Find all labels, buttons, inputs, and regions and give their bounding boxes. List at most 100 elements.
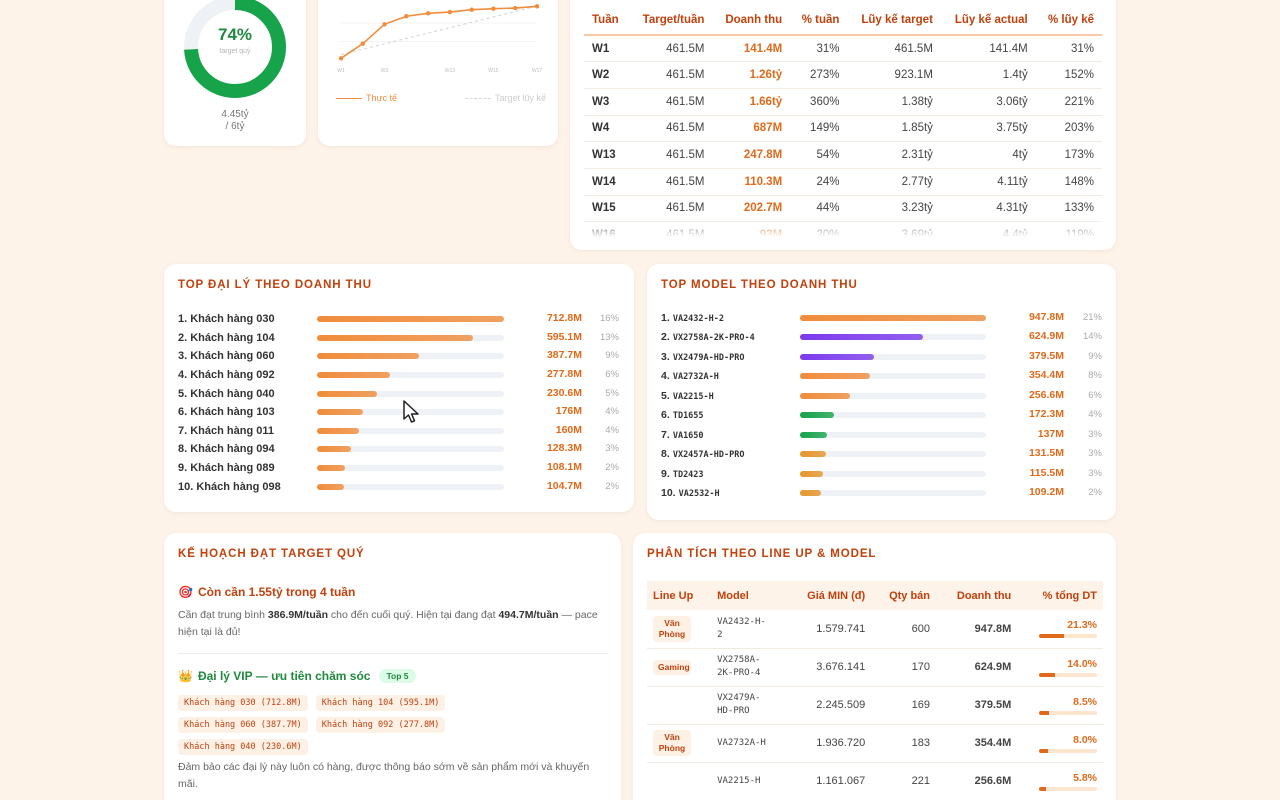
model-rank-row[interactable]: 5. VA2215-H 256.6M 6% — [661, 386, 1102, 406]
customer-rank-row[interactable]: 7. Khách hàng 011 160M 4% — [178, 422, 620, 441]
share-text: 14.0% — [1067, 657, 1097, 670]
model-rank-row[interactable]: 1. VA2432-H-2 947.8M 21% — [661, 308, 1102, 328]
customer-rank-row[interactable]: 4. Khách hàng 092 277.8M 6% — [178, 366, 620, 385]
donut-subtitle: target quý — [219, 48, 251, 55]
lineup-row[interactable]: Văn Phòng VA2732A-H 1.936.720 183 354.4M 8.0% — [647, 724, 1103, 763]
revenue-cell: 354.4M — [936, 724, 1018, 763]
model-rank-row[interactable]: 9. TD2423 115.5M 3% — [661, 464, 1102, 484]
lineup-col-header[interactable]: Giá MIN (đ) — [785, 581, 872, 610]
lineup-row[interactable]: Gaming VX2758A- 2K-PRO-4 3.676.141 170 624.9M… — [647, 648, 1103, 687]
actual-point[interactable] — [469, 7, 474, 12]
week-cell: 31% — [1035, 35, 1102, 63]
week-col-header[interactable]: % lũy kế — [1035, 6, 1102, 36]
rank-value: 115.5M — [1029, 466, 1064, 479]
customer-rank-row[interactable]: 6. Khách hàng 103 176M 4% — [178, 403, 620, 422]
customer-rank-row[interactable]: 10. Khách hàng 098 104.7M 2% — [178, 477, 620, 496]
share-text: 21.3% — [1067, 619, 1097, 632]
week-row[interactable]: W3 461.5M 1.66tỷ 360% 1.38tỷ 3.06tỷ 221% — [584, 88, 1102, 116]
rank-value: 176M — [555, 405, 582, 418]
model-rank-row[interactable]: 6. TD1655 172.3M 4% — [661, 406, 1102, 426]
bar-track — [317, 316, 504, 323]
model-line-1: VX2479A- — [717, 693, 761, 703]
week-row[interactable]: W2 461.5M 1.26tỷ 273% 923.1M 1.4tỷ 152% — [584, 61, 1102, 89]
week-col-header[interactable]: Lũy kế target — [847, 6, 941, 36]
week-cell: 1.66tỷ — [712, 88, 791, 116]
actual-point[interactable] — [534, 4, 540, 9]
revenue-cell: 624.9M — [936, 648, 1018, 687]
week-row[interactable]: W13 461.5M 247.8M 54% 2.31tỷ 4tỷ 173% — [584, 141, 1102, 169]
bar-fill — [317, 334, 474, 341]
lineup-col-header[interactable]: Doanh thu — [936, 581, 1018, 610]
target-dart-icon: 🎯 — [178, 585, 193, 599]
lineup-col-header[interactable]: Qty bán — [871, 581, 937, 610]
actual-point[interactable] — [404, 14, 409, 19]
weekly-revenue-table-card[interactable]: Tuần Target/tuần Doanh thu% tuần Lũy kế tar… — [570, 0, 1116, 250]
week-row[interactable]: W14 461.5M 110.3M 24% 2.77tỷ 4.11tỷ 148% — [584, 168, 1102, 196]
lineup-row[interactable]: VX2479A- HD-PRO 2.245.509 169 379.5M 8.5% — [647, 686, 1103, 725]
actual-point[interactable] — [382, 22, 387, 27]
lineup-badge: Gaming — [653, 659, 691, 675]
vip-customer-chip[interactable]: Khách hàng 040 (230.6M) — [178, 739, 308, 755]
rank-value: 128.3M — [546, 442, 582, 455]
actual-point[interactable] — [447, 9, 453, 15]
week-cell: 360% — [790, 88, 848, 116]
week-col-header[interactable]: Lũy kế actual — [940, 6, 1036, 36]
model-rank-row[interactable]: 8. VX2457A-HD-PRO 131.5M 3% — [661, 445, 1102, 465]
actual-point[interactable] — [491, 6, 496, 11]
customer-rank-row[interactable]: 1. Khách hàng 030 712.8M 16% — [178, 310, 620, 329]
rank-share: 6% — [605, 369, 619, 381]
lineup-col-header[interactable]: Line Up — [647, 581, 712, 610]
customer-rank-row[interactable]: 3. Khách hàng 060 387.7M 9% — [178, 347, 620, 366]
week-col-header[interactable]: Target/tuần — [629, 6, 713, 36]
rank-share: 2% — [605, 462, 619, 474]
legend-target-swatch — [465, 97, 491, 99]
mouse-cursor-icon — [403, 400, 419, 423]
lineup-cell: Văn Phòng — [647, 724, 712, 763]
customer-rank-row[interactable]: 8. Khách hàng 094 128.3M 3% — [178, 440, 620, 459]
vip-customer-chip[interactable]: Khách hàng 060 (387.7M) — [178, 717, 308, 733]
model-rank-row[interactable]: 3. VX2479A-HD-PRO 379.5M 9% — [661, 347, 1102, 367]
customer-rank-row[interactable]: 2. Khách hàng 104 595.1M 13% — [178, 329, 620, 348]
model-rank-row[interactable]: 4. VA2732A-H 354.4M 8% — [661, 367, 1102, 387]
model-rank-row[interactable]: 10. VA2532-H 109.2M 2% — [661, 484, 1102, 504]
lineup-col-header[interactable]: Model — [711, 581, 786, 610]
bar-fill — [317, 483, 345, 490]
rank-label: 2. Khách hàng 104 — [178, 331, 275, 344]
actual-point[interactable] — [360, 41, 365, 46]
vip-customer-chip[interactable]: Khách hàng 030 (712.8M) — [178, 695, 308, 711]
week-cell: 1.85tỷ — [847, 115, 941, 143]
bar-track — [800, 490, 986, 497]
bar-fill — [800, 334, 923, 341]
week-cell: W1 — [584, 35, 630, 63]
week-col-header[interactable]: % tuần — [790, 6, 848, 36]
rank-label: 1. VA2432-H-2 — [661, 312, 724, 324]
share-bar-fill — [1039, 748, 1049, 753]
share-bar-fill — [1039, 710, 1049, 715]
model-rank-row[interactable]: 2. VX2758A-2K-PRO-4 624.9M 14% — [661, 328, 1102, 348]
customer-rank-row[interactable]: 5. Khách hàng 040 230.6M 5% — [178, 384, 620, 403]
week-col-header[interactable]: Doanh thu — [712, 6, 791, 36]
rank-number: 7. — [661, 428, 670, 441]
week-row[interactable]: W15 461.5M 202.7M 44% 3.23tỷ 4.31tỷ 133% — [584, 195, 1102, 223]
lineup-row[interactable]: Văn Phòng VA2432-H- 2 1.579.741 600 947.8M 21.… — [647, 610, 1103, 649]
lineup-col-header[interactable]: % tổng DT — [1017, 581, 1103, 610]
bar-fill — [317, 446, 351, 453]
vip-customer-chip[interactable]: Khách hàng 092 (277.8M) — [315, 717, 446, 733]
actual-point[interactable] — [338, 56, 344, 61]
week-row[interactable]: W4 461.5M 687M 149% 1.85tỷ 3.75tỷ 203% — [584, 115, 1102, 143]
actual-point[interactable] — [425, 11, 431, 16]
rank-share: 2% — [1088, 487, 1102, 499]
rank-value: 387.7M — [546, 349, 582, 362]
model-name: VX2479A-HD-PRO — [672, 352, 745, 363]
customer-rank-row[interactable]: 9. Khách hàng 089 108.1M 2% — [178, 459, 620, 478]
actual-point[interactable] — [513, 5, 518, 11]
model-rank-row[interactable]: 7. VA1650 137M 3% — [661, 425, 1102, 445]
share-wrap: 14.0% — [1023, 658, 1097, 677]
lineup-row[interactable]: VA2215-H 1.161.067 221 256.6M 5.8% — [647, 762, 1103, 800]
week-col-header[interactable]: Tuần — [584, 6, 630, 36]
week-row[interactable]: W1 461.5M 141.4M 31% 461.5M 141.4M 31% — [584, 35, 1102, 63]
vip-customer-chip[interactable]: Khách hàng 104 (595.1M) — [315, 695, 446, 711]
share-bar-track — [1039, 748, 1097, 753]
week-cell: 4.31tỷ — [940, 195, 1036, 223]
model-line-2: 2K-PRO-4 — [717, 668, 761, 678]
